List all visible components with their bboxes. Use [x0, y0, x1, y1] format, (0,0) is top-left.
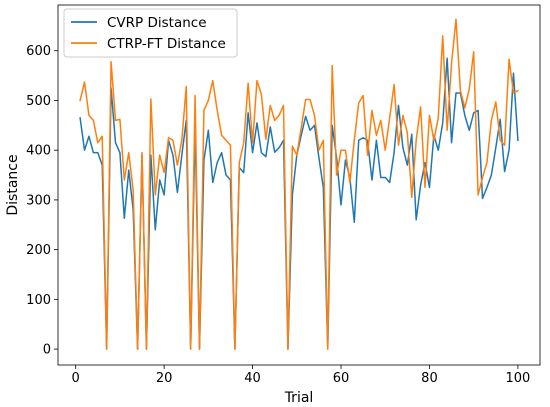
- x-tick-label: 80: [421, 371, 438, 386]
- series-line-2: [79, 18, 519, 350]
- y-tick-label: 400: [26, 144, 51, 159]
- y-tick-label: 100: [26, 293, 51, 308]
- y-tick-label: 0: [43, 343, 51, 358]
- x-tick-label: 0: [72, 371, 80, 386]
- legend-label-2: CTRP-FT Distance: [107, 36, 226, 52]
- legend-label-1: CVRP Distance: [107, 15, 207, 31]
- x-tick-label: 60: [333, 371, 350, 386]
- y-tick-label: 600: [26, 44, 51, 59]
- series-layer: [79, 18, 519, 350]
- y-tick-label: 500: [26, 94, 51, 109]
- x-axis-label: Trial: [284, 390, 314, 406]
- x-tick-label: 100: [505, 371, 530, 386]
- x-tick-label: 40: [244, 371, 261, 386]
- y-tick-label: 300: [26, 193, 51, 208]
- y-axis-label: Distance: [5, 154, 21, 215]
- y-tick-label: 200: [26, 243, 51, 258]
- axes-frame: [57, 4, 541, 366]
- x-tick-label: 20: [156, 371, 173, 386]
- legend-box: [63, 8, 238, 58]
- legend: CVRP Distance CTRP-FT Distance: [63, 8, 238, 58]
- axes-layer: 0 20 40 60 80 100 0 100 200 300 400 500 600: [26, 4, 541, 386]
